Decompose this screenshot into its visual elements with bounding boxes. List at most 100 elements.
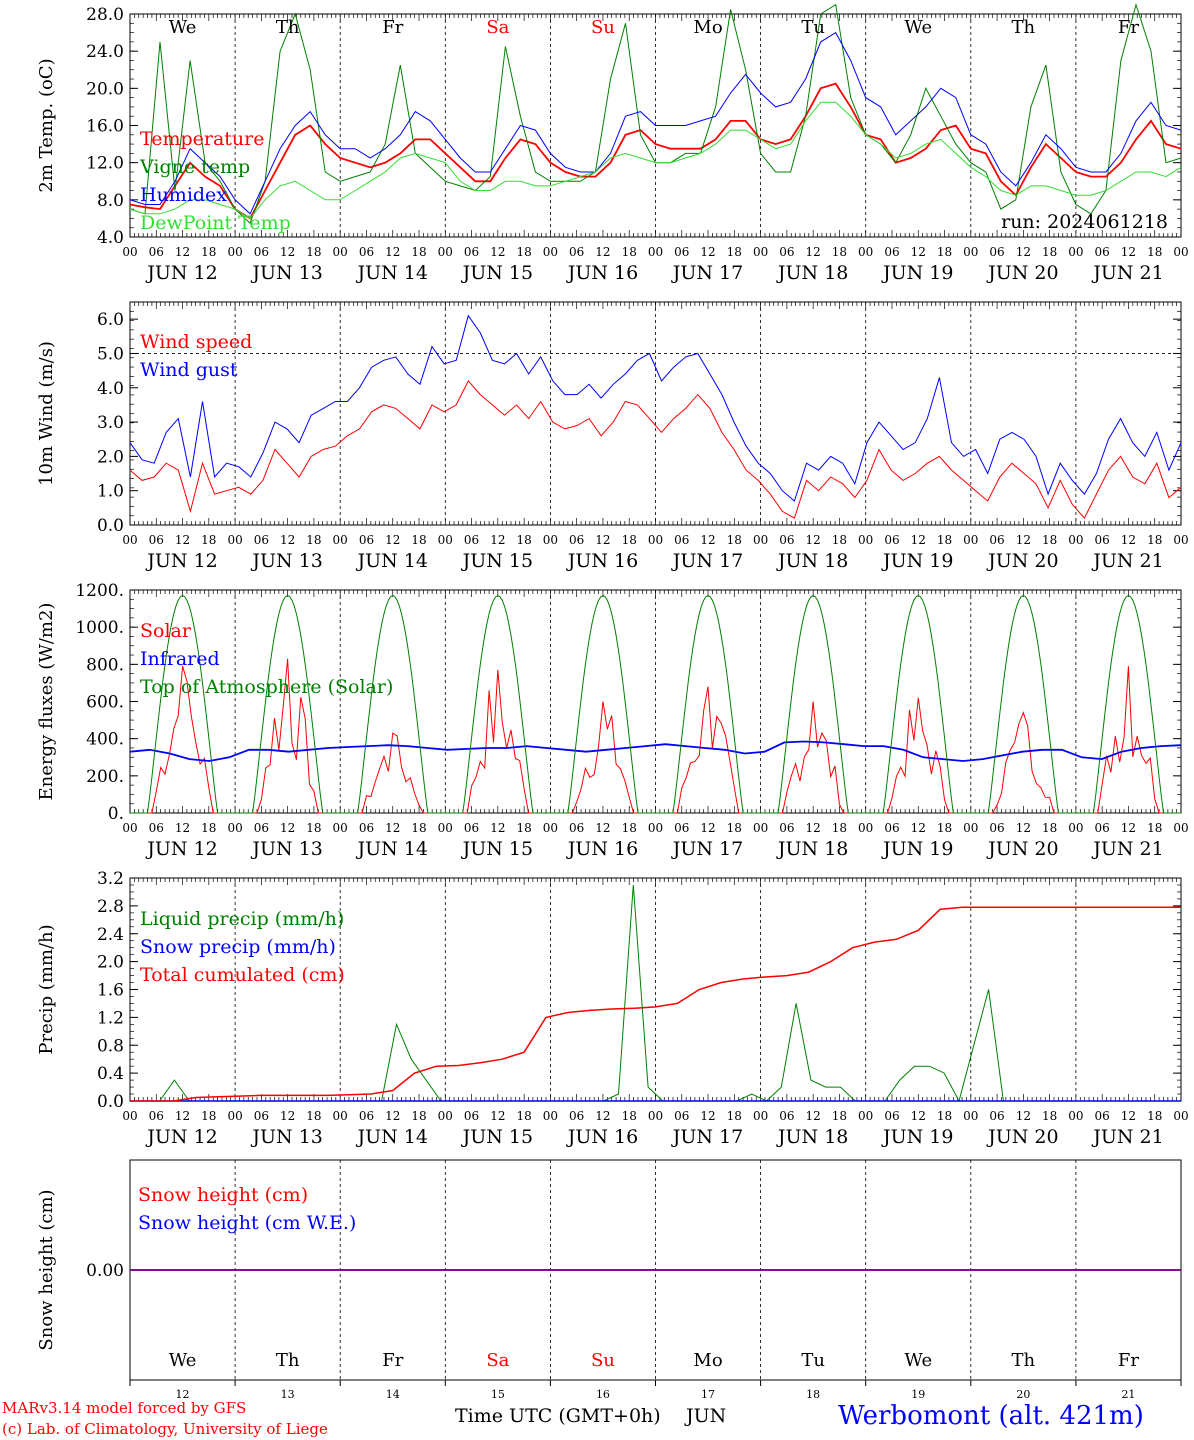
date-label: JUN 20 <box>986 838 1058 860</box>
station-title: Werbomont (alt. 421m) <box>838 1401 1144 1431</box>
y-tick-label: 3.0 <box>97 413 124 433</box>
hour-tick-label: 06 <box>254 821 269 835</box>
weekday-label: Su <box>591 17 615 38</box>
hour-tick-label: 18 <box>727 821 742 835</box>
hour-tick-label: 18 <box>1042 533 1057 547</box>
hour-tick-label: 18 <box>1147 533 1162 547</box>
hour-tick-label: 18 <box>411 533 426 547</box>
date-label: JUN 19 <box>881 262 953 284</box>
hour-tick-label: 00 <box>122 533 137 547</box>
date-label: JUN 16 <box>566 1126 638 1148</box>
y-axis-label: Energy fluxes (W/m2) <box>36 603 57 801</box>
hour-tick-label: 06 <box>149 533 164 547</box>
hour-tick-label: 12 <box>1016 1109 1031 1123</box>
hour-tick-label: 12 <box>175 245 190 259</box>
weekday-label: Fr <box>1118 1350 1139 1371</box>
hour-tick-label: 12 <box>175 533 190 547</box>
hour-tick-label: 00 <box>648 1109 663 1123</box>
y-tick-label: 8.0 <box>97 191 124 211</box>
hour-tick-label: 06 <box>1095 245 1110 259</box>
date-label: JUN 14 <box>356 262 428 284</box>
date-label: JUN 14 <box>356 838 428 860</box>
y-tick-label: 24.0 <box>86 42 124 62</box>
run-label: run: 2024061218 <box>1001 211 1168 233</box>
hour-tick-label: 12 <box>1016 245 1031 259</box>
hour-tick-label: 06 <box>569 245 584 259</box>
hour-tick-label: 00 <box>122 1109 137 1123</box>
hour-tick-label: 06 <box>149 1109 164 1123</box>
y-tick-label: 600. <box>86 693 124 713</box>
hour-tick-label: 00 <box>1068 533 1083 547</box>
y-tick-label: 2.8 <box>97 897 124 917</box>
hour-tick-label: 12 <box>806 533 821 547</box>
legend-humidex: Humidex <box>140 184 227 206</box>
date-label: JUN 21 <box>1091 838 1163 860</box>
series-total-cumulated-cm <box>130 906 1181 1102</box>
weekday-label: Th <box>276 1350 300 1371</box>
date-label: JUN 19 <box>881 1126 953 1148</box>
hour-tick-label: 18 <box>622 821 637 835</box>
panel-2 <box>129 301 1182 526</box>
hour-tick-label: 06 <box>1095 1109 1110 1123</box>
weekday-label: Mo <box>693 17 722 38</box>
hour-tick-label: 06 <box>359 533 374 547</box>
legend-wind-gust: Wind gust <box>140 359 238 381</box>
hour-tick-label: 18 <box>516 1109 531 1123</box>
series-wind-gust <box>129 314 1182 502</box>
y-tick-label: 0.8 <box>97 1036 124 1056</box>
y-tick-label: 0.4 <box>97 1064 124 1084</box>
hour-tick-label: 12 <box>280 1109 295 1123</box>
hour-tick-label: 12 <box>1121 821 1136 835</box>
hour-tick-label: 12 <box>1016 821 1031 835</box>
date-label: JUN 17 <box>671 550 743 572</box>
hour-tick-label: 18 <box>832 1109 847 1123</box>
hour-tick-label: 06 <box>569 821 584 835</box>
hour-tick-label: 00 <box>963 533 978 547</box>
series-top-of-atmosphere-solar <box>130 595 1181 814</box>
y-tick-label: 1.6 <box>97 981 124 1001</box>
hour-tick-label: 06 <box>464 1109 479 1123</box>
series-wind-speed <box>129 380 1182 519</box>
hour-tick-label: 00 <box>648 245 663 259</box>
hour-tick-label: 06 <box>464 821 479 835</box>
date-label: JUN 17 <box>671 262 743 284</box>
hour-tick-label: 12 <box>490 245 505 259</box>
hour-tick-label: 06 <box>884 1109 899 1123</box>
weekday-label: Fr <box>382 17 403 38</box>
date-label: JUN 15 <box>461 262 533 284</box>
date-label: JUN 13 <box>250 262 322 284</box>
y-tick-label: 1000. <box>75 618 124 638</box>
hour-tick-label: 12 <box>595 1109 610 1123</box>
y-tick-label: 1200. <box>75 581 124 601</box>
legend-temperature: Temperature <box>140 128 264 150</box>
date-label: JUN 18 <box>776 262 848 284</box>
weekday-label: Sa <box>486 17 509 38</box>
hour-tick-label: 12 <box>806 245 821 259</box>
hour-tick-label: 06 <box>884 245 899 259</box>
hour-tick-label: 12 <box>1016 533 1031 547</box>
hour-tick-label: 06 <box>989 821 1004 835</box>
date-label: JUN 21 <box>1091 550 1163 572</box>
hour-tick-label: 18 <box>306 533 321 547</box>
series-infrared <box>129 740 1182 762</box>
hour-tick-label: 12 <box>385 821 400 835</box>
hour-tick-label: 18 <box>622 245 637 259</box>
hour-tick-label: 18 <box>832 533 847 547</box>
y-tick-label: 1.0 <box>97 482 124 502</box>
y-tick-label: 0.0 <box>97 1092 124 1112</box>
hour-tick-label: 00 <box>1173 245 1188 259</box>
hour-tick-label: 00 <box>1068 245 1083 259</box>
date-label: JUN 14 <box>356 550 428 572</box>
y-tick-label: 3.2 <box>97 869 124 889</box>
hour-tick-label: 18 <box>516 245 531 259</box>
hour-tick-label: 06 <box>674 821 689 835</box>
hour-tick-label: 12 <box>175 821 190 835</box>
hour-tick-label: 18 <box>201 821 216 835</box>
panel-4 <box>129 877 1182 1103</box>
hour-tick-label: 00 <box>333 245 348 259</box>
hour-tick-label: 18 <box>937 245 952 259</box>
date-label: JUN 21 <box>1091 262 1163 284</box>
hour-tick-label: 18 <box>201 245 216 259</box>
hour-tick-label: 18 <box>622 533 637 547</box>
